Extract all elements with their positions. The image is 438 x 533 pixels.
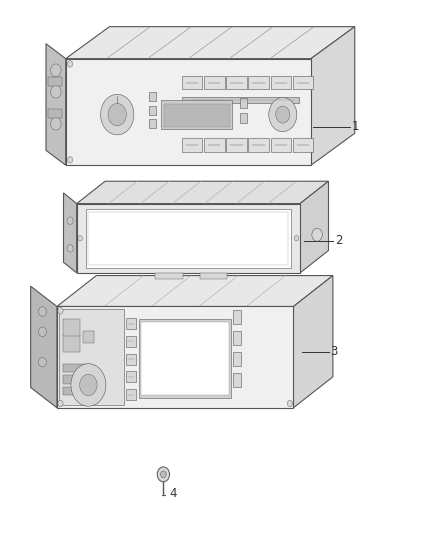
Circle shape [101,94,134,135]
Circle shape [50,64,61,77]
Bar [182,76,202,89]
Bar [63,364,87,373]
Bar [161,100,233,129]
Bar [182,138,202,151]
Circle shape [294,236,299,241]
Bar [127,372,136,383]
Bar [240,98,247,108]
Polygon shape [31,286,57,408]
Polygon shape [77,204,300,273]
Text: 3: 3 [330,345,338,358]
Bar [240,113,247,123]
Circle shape [287,400,293,407]
Bar [233,373,241,387]
Bar [200,273,227,279]
Bar [59,309,124,405]
Circle shape [276,106,290,123]
Bar [271,138,291,151]
Circle shape [161,471,166,478]
Bar [233,310,241,324]
Bar [248,76,268,89]
Polygon shape [311,27,355,165]
Bar [83,331,94,343]
Bar [271,76,291,89]
Bar [85,209,291,268]
Circle shape [50,85,61,98]
Bar [138,319,231,398]
Bar [226,76,247,89]
Polygon shape [46,44,66,165]
Bar [293,138,313,151]
Bar [149,92,156,101]
Circle shape [67,245,73,252]
Bar [204,138,225,151]
Circle shape [50,117,61,130]
Bar [63,387,87,395]
Bar [127,389,136,400]
Bar [248,138,268,151]
Circle shape [58,308,63,314]
Polygon shape [64,193,77,273]
Bar [293,76,313,89]
Circle shape [71,364,106,406]
Bar [155,273,183,279]
Bar [163,104,230,127]
Circle shape [78,236,82,241]
Polygon shape [66,59,311,165]
Bar [149,119,156,128]
Polygon shape [66,27,355,59]
Text: 4: 4 [169,487,177,499]
Circle shape [108,103,126,126]
Bar [63,319,80,336]
Polygon shape [293,276,333,408]
Bar [149,106,156,115]
Bar [127,318,136,329]
Circle shape [58,400,63,407]
Circle shape [39,306,46,316]
Bar [182,97,299,103]
Bar [127,336,136,347]
Polygon shape [77,181,328,204]
Circle shape [157,467,170,482]
Polygon shape [57,276,333,306]
Circle shape [269,98,297,132]
Bar [48,109,62,118]
Text: 2: 2 [335,235,342,247]
Circle shape [67,217,73,224]
Circle shape [39,327,46,337]
Text: 1: 1 [352,120,360,133]
Circle shape [80,374,97,395]
Polygon shape [57,306,293,408]
Bar [48,77,62,86]
Bar [233,352,241,366]
Bar [127,353,136,365]
Circle shape [39,357,46,367]
Bar [63,375,87,384]
Bar [204,76,225,89]
Bar [226,138,247,151]
Circle shape [67,157,73,163]
Polygon shape [300,181,328,273]
Bar [63,335,80,352]
Bar [88,212,289,265]
Bar [233,331,241,345]
Circle shape [67,61,73,67]
Circle shape [312,228,322,241]
Bar [141,322,229,394]
